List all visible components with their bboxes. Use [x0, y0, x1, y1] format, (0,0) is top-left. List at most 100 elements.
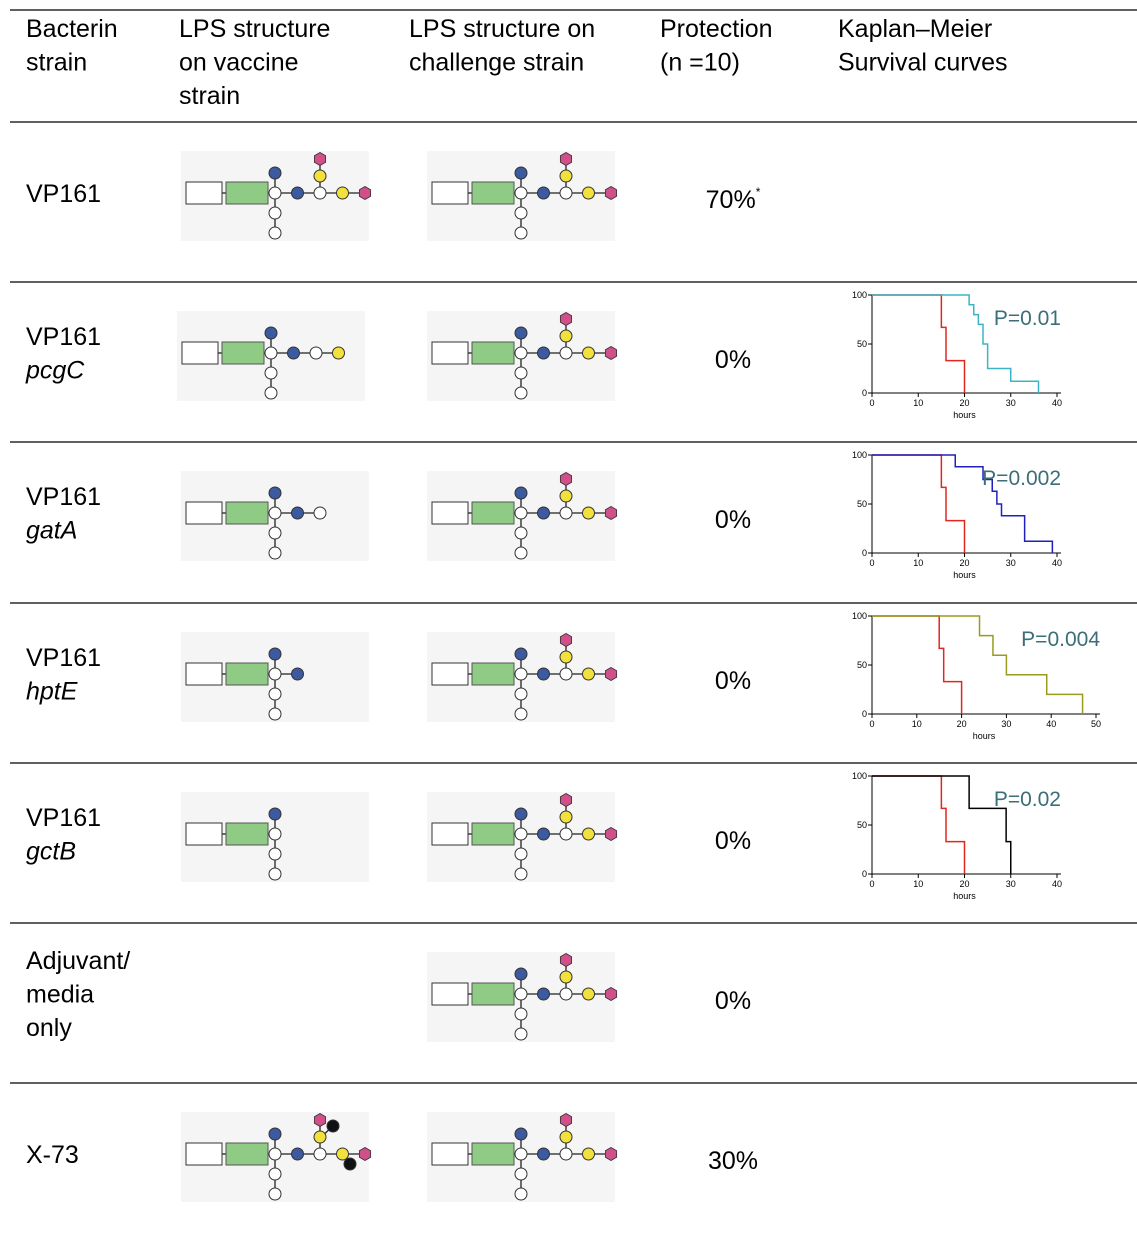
sugar — [515, 1128, 527, 1140]
header-text: Survival curves — [838, 49, 1008, 77]
sugar — [515, 988, 527, 1000]
lipid-a — [186, 182, 222, 204]
x-tick-label: 20 — [957, 719, 967, 729]
sugar — [269, 708, 281, 720]
sugar — [560, 988, 572, 1000]
header-text: on vaccine — [179, 49, 299, 77]
lps-structure — [181, 1112, 371, 1202]
y-tick-label: 100 — [852, 771, 867, 781]
km-chart: 050100010203040hoursP=0.002 — [852, 450, 1062, 580]
sugar — [337, 1148, 349, 1160]
x-tick-label: 0 — [869, 719, 874, 729]
sugar — [538, 507, 550, 519]
lipid-a — [186, 823, 222, 845]
lps-structure — [427, 632, 617, 722]
core — [226, 502, 268, 524]
sugar — [538, 988, 550, 1000]
sugar — [314, 1114, 325, 1127]
lps-structure — [427, 151, 617, 241]
sugar — [560, 1131, 572, 1143]
sugar — [269, 688, 281, 700]
sugar — [292, 1148, 304, 1160]
sugar — [269, 547, 281, 559]
lps-structure — [427, 1112, 617, 1202]
survival-curve — [872, 776, 965, 874]
sugar — [515, 487, 527, 499]
sugar — [515, 167, 527, 179]
km-chart: 05010001020304050hoursP=0.004 — [852, 611, 1101, 741]
header-text: LPS structure — [179, 15, 330, 43]
sugar — [515, 507, 527, 519]
header-text: Kaplan–Meier — [838, 15, 992, 43]
sugar — [605, 507, 616, 520]
sugar — [560, 811, 572, 823]
sugar — [269, 1128, 281, 1140]
sugar — [560, 330, 572, 342]
sugar — [269, 1148, 281, 1160]
protection-value: 0% — [715, 827, 751, 855]
sugar — [310, 347, 322, 359]
gene-name: hptE — [26, 678, 78, 706]
lipid-a — [432, 1143, 468, 1165]
sugar — [314, 187, 326, 199]
lipid-a — [182, 342, 218, 364]
sugar — [560, 794, 571, 807]
sugar — [538, 668, 550, 680]
sugar — [515, 828, 527, 840]
protection-value: 0% — [715, 506, 751, 534]
lipid-a — [432, 823, 468, 845]
sugar — [560, 507, 572, 519]
sugar — [560, 651, 572, 663]
sugar — [538, 1148, 550, 1160]
x-tick-label: 10 — [913, 558, 923, 568]
lipid-a — [432, 182, 468, 204]
sugar — [560, 1148, 572, 1160]
sugar — [269, 808, 281, 820]
lps-structure — [427, 792, 617, 882]
x-tick-label: 30 — [1006, 398, 1016, 408]
sugar — [515, 227, 527, 239]
gene-name: gatA — [26, 517, 77, 545]
y-tick-label: 0 — [862, 869, 867, 879]
sugar — [269, 167, 281, 179]
sugar — [269, 227, 281, 239]
sugar — [515, 1028, 527, 1040]
core — [226, 1143, 268, 1165]
sugar — [288, 347, 300, 359]
sugar — [560, 170, 572, 182]
protection: 0% — [715, 987, 751, 1015]
lps-structure — [427, 311, 617, 401]
sugar — [605, 187, 616, 200]
lipid-a — [432, 663, 468, 685]
sugar — [269, 648, 281, 660]
protection: 30% — [708, 1147, 758, 1175]
y-tick-label: 50 — [857, 820, 867, 830]
sugar — [292, 668, 304, 680]
header-text: strain — [179, 82, 240, 110]
protection-value: 0% — [715, 987, 751, 1015]
x-tick-label: 30 — [1006, 558, 1016, 568]
x-tick-label: 0 — [869, 398, 874, 408]
header-text: Protection — [660, 15, 773, 43]
x-tick-label: 0 — [869, 879, 874, 889]
header-text: strain — [26, 49, 87, 77]
x-tick-label: 10 — [913, 398, 923, 408]
header-text: LPS structure on — [409, 15, 595, 43]
protection: 0% — [715, 346, 751, 374]
x-tick-label: 40 — [1052, 398, 1062, 408]
sugar — [560, 153, 571, 166]
sugar — [269, 207, 281, 219]
strain-name: VP161 — [26, 804, 101, 832]
strain-name: VP161 — [26, 644, 101, 672]
sugar — [560, 971, 572, 983]
sugar — [560, 313, 571, 326]
sugar — [515, 668, 527, 680]
sugar — [292, 507, 304, 519]
gene-name: gctB — [26, 838, 76, 866]
sugar — [269, 187, 281, 199]
figure-table: BacterinstrainLPS structureon vaccinestr… — [0, 0, 1137, 1237]
strain-name: VP161 — [26, 180, 101, 208]
sugar — [344, 1158, 356, 1170]
sugar — [583, 187, 595, 199]
sugar — [515, 1148, 527, 1160]
